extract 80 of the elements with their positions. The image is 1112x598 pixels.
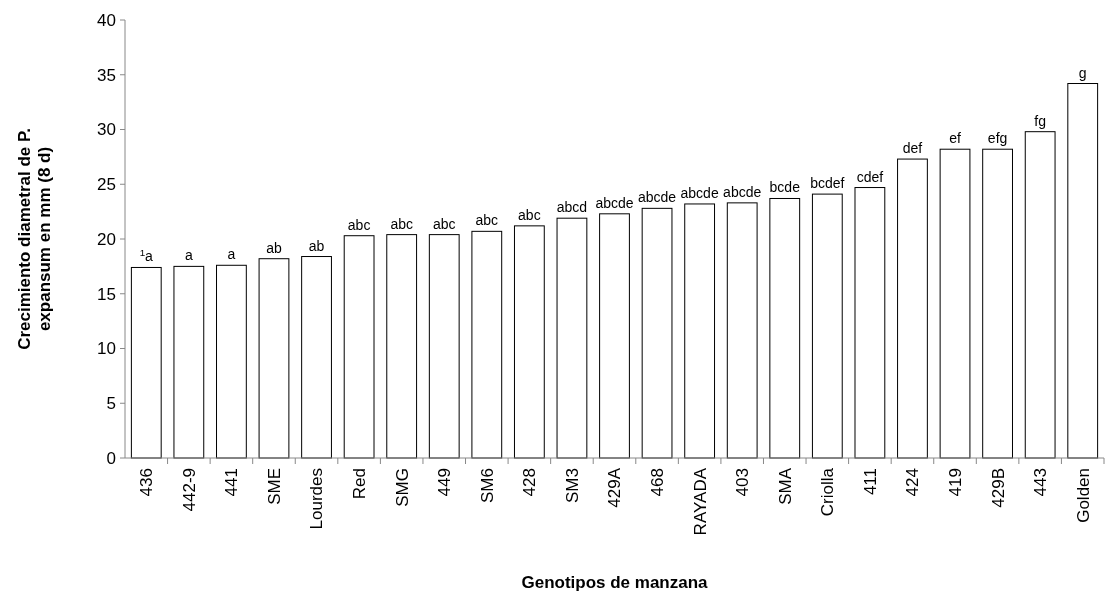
annotation: abcde (595, 194, 634, 211)
y-tick-label: 40 (97, 10, 116, 30)
annotation: cdef (856, 168, 884, 185)
x-axis-title: Genotipos de manzana (521, 573, 709, 592)
bar (301, 256, 332, 459)
x-tick-label: 468 (648, 468, 668, 497)
bar (1067, 83, 1099, 459)
x-tick-label: 441 (222, 468, 242, 497)
annotation: $^{1}$a (139, 246, 154, 265)
y-tick-label: 35 (97, 65, 116, 85)
bar (811, 193, 843, 459)
bar (939, 148, 971, 459)
bar (854, 187, 886, 459)
y-tick-label: 15 (97, 284, 116, 304)
y-axis-title: Crecimiento diametral de P. expansum en mm (8 d) (14, 128, 55, 350)
x-tick-label: 403 (733, 468, 753, 497)
bar (982, 148, 1013, 459)
y-tick-label: 5 (106, 394, 116, 414)
bar (897, 158, 928, 459)
annotation: abcd (556, 199, 588, 216)
x-tick-label: 443 (1031, 468, 1051, 497)
bar (343, 235, 375, 459)
y-tick-label: 25 (97, 175, 116, 195)
x-tick-label: 436 (137, 468, 157, 497)
x-tick-label: Red (350, 468, 370, 500)
x-tick-label: RAYADA (690, 467, 710, 536)
annotation: bcde (769, 179, 801, 196)
annotation: abc (432, 215, 456, 232)
bar (428, 234, 460, 459)
x-tick-label: SMA (775, 467, 795, 505)
bar (556, 217, 588, 459)
y-tick-label: 10 (97, 339, 116, 359)
annotation: ef (949, 130, 961, 147)
x-tick-label: SME (264, 468, 284, 505)
bar (471, 230, 503, 459)
annotation: abc (475, 212, 499, 229)
bar (130, 266, 162, 459)
annotation: abc (347, 216, 371, 233)
x-tick-label: SMG (392, 468, 412, 507)
annotation: a (227, 246, 236, 263)
annotation: bcdef (810, 175, 845, 192)
bar (216, 264, 247, 459)
annotation: ab (308, 237, 325, 254)
x-tick-label: 411 (860, 468, 880, 496)
bar (258, 258, 290, 459)
bar (386, 234, 418, 459)
x-tick-label: Criolla (818, 467, 838, 517)
annotation: abcde (723, 183, 762, 200)
x-tick-label: 419 (945, 468, 965, 497)
annotation: a (184, 247, 193, 264)
annotation: fg (1034, 112, 1046, 129)
annotation: abc (518, 206, 541, 223)
bar (173, 265, 205, 459)
x-tick-label: Lourdes (307, 468, 327, 530)
bar (599, 213, 630, 459)
y-tick-label: 0 (106, 448, 116, 468)
annotation: abcde (680, 184, 719, 201)
bar (513, 225, 545, 459)
annotation: def (902, 140, 923, 157)
y-tick-label: 20 (97, 229, 116, 249)
bar (641, 207, 673, 459)
x-tick-label: Golden (1073, 468, 1093, 523)
x-tick-label: 424 (903, 468, 923, 497)
bar (1024, 131, 1056, 459)
annotation: efg (987, 130, 1008, 147)
annotation: ab (266, 239, 282, 256)
bar (726, 202, 758, 459)
x-tick-label: 428 (520, 468, 540, 497)
x-tick-label: SM6 (477, 468, 497, 503)
bar (769, 197, 801, 459)
x-tick-label: 449 (435, 468, 455, 497)
x-tick-label: 442-9 (179, 468, 199, 512)
bar (684, 203, 716, 459)
x-tick-label: SM3 (562, 468, 582, 503)
annotation: abcde (637, 189, 677, 206)
x-tick-label: 429B (988, 468, 1008, 508)
annotation: g (1078, 64, 1087, 81)
y-tick-label: 30 (97, 120, 116, 140)
x-tick-label: 429A (605, 467, 625, 508)
annotation: abc (390, 215, 413, 232)
